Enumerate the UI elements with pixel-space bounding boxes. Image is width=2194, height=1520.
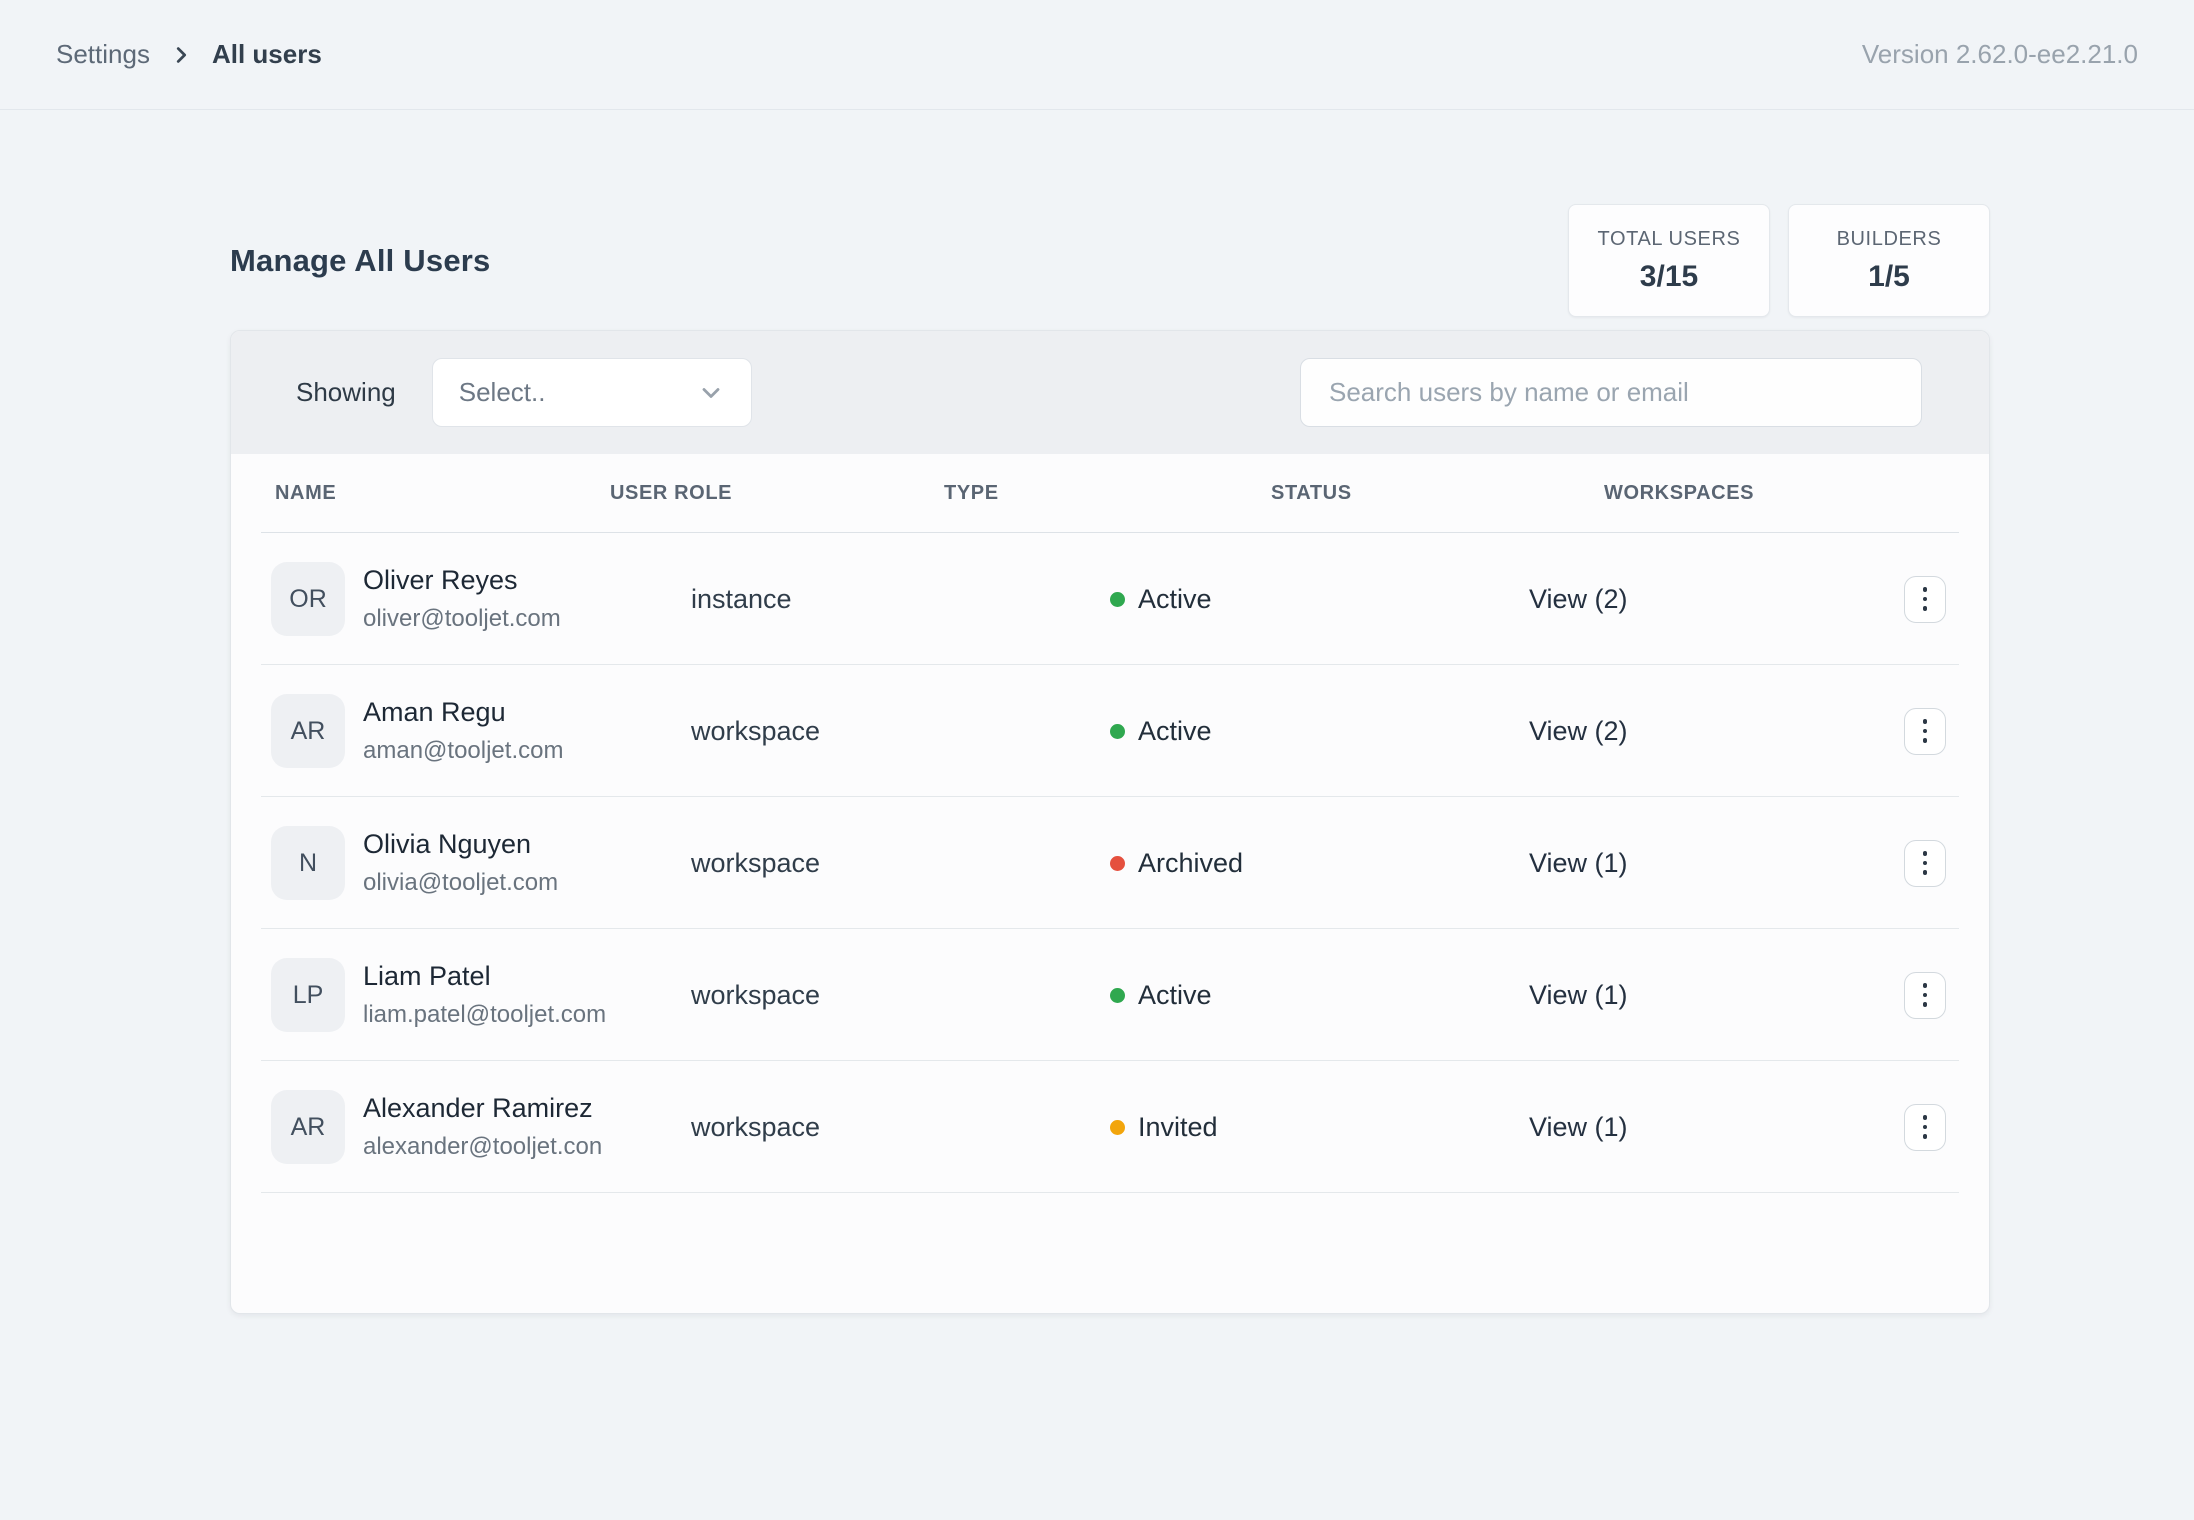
stat-cards: TOTAL USERS 3/15 BUILDERS 1/5	[1568, 204, 1990, 317]
table-header-row: NAME USER ROLE TYPE STATUS WORKSPACES	[231, 454, 1989, 533]
workspaces-view-link[interactable]: View (1)	[1529, 1111, 1628, 1142]
status-filter-value: Select..	[458, 377, 546, 407]
top-bar: Settings All users Version 2.62.0-ee2.21…	[0, 0, 2194, 110]
avatar: OR	[271, 562, 345, 636]
table-row: LP Liam Patel liam.patel@tooljet.com wor…	[231, 929, 1989, 1061]
user-cell: AR Alexander Ramirez alexander@tooljet.c…	[231, 1090, 691, 1164]
chevron-down-icon	[697, 379, 725, 407]
workspaces-view-link[interactable]: View (2)	[1529, 583, 1628, 614]
kebab-icon	[1922, 983, 1928, 988]
status-dot-icon	[1110, 987, 1125, 1003]
actions-cell	[1904, 575, 1989, 623]
user-role: workspace	[691, 847, 821, 878]
row-menu-button[interactable]	[1904, 575, 1946, 623]
actions-cell	[1904, 707, 1989, 755]
user-role: workspace	[691, 979, 821, 1010]
column-header-name: NAME	[275, 482, 337, 504]
table-empty-space	[231, 1193, 1989, 1313]
user-role: workspace	[691, 1111, 821, 1142]
status-label: Active	[1138, 583, 1212, 614]
table-row: AR Aman Regu aman@tooljet.com workspace …	[231, 665, 1989, 797]
search-input[interactable]	[1300, 358, 1922, 427]
status-label: Active	[1138, 979, 1212, 1010]
status-label: Invited	[1138, 1111, 1218, 1142]
user-name: Alexander Ramirez	[363, 1093, 593, 1123]
status-dot-icon	[1110, 723, 1125, 739]
row-menu-button[interactable]	[1904, 839, 1946, 887]
page-header: Manage All Users TOTAL USERS 3/15 BUILDE…	[230, 204, 1990, 317]
actions-cell	[1904, 971, 1989, 1019]
user-cell: AR Aman Regu aman@tooljet.com	[231, 694, 691, 768]
stat-value: 3/15	[1639, 259, 1699, 293]
user-meta: Olivia Nguyen olivia@tooljet.com	[363, 829, 558, 897]
user-email: alexander@tooljet.con	[363, 1133, 603, 1160]
user-role: workspace	[691, 715, 821, 746]
avatar: N	[271, 826, 345, 900]
status-dot-icon	[1110, 1119, 1125, 1135]
column-header-type: TYPE	[944, 482, 999, 504]
user-email: liam.patel@tooljet.com	[363, 1001, 607, 1028]
breadcrumb-chevron-icon	[170, 44, 192, 66]
column-header-status: STATUS	[1271, 482, 1352, 504]
workspaces-view-link[interactable]: View (2)	[1529, 715, 1628, 746]
workspaces-view-link[interactable]: View (1)	[1529, 847, 1628, 878]
user-meta: Liam Patel liam.patel@tooljet.com	[363, 961, 606, 1029]
actions-cell	[1904, 839, 1989, 887]
user-name: Oliver Reyes	[363, 565, 518, 595]
user-cell: LP Liam Patel liam.patel@tooljet.com	[231, 958, 691, 1032]
avatar: LP	[271, 958, 345, 1032]
version-text: Version 2.62.0-ee2.21.0	[1861, 39, 2138, 69]
user-email: oliver@tooljet.com	[363, 605, 561, 632]
avatar: AR	[271, 1090, 345, 1164]
column-header-workspaces: WORKSPACES	[1604, 482, 1755, 504]
kebab-icon	[1922, 719, 1928, 724]
status-badge: Active	[1110, 716, 1529, 747]
users-table-card: Showing Select.. NAME USER ROLE TYPE STA…	[230, 330, 1990, 1314]
kebab-icon	[1922, 851, 1928, 856]
page-title: Manage All Users	[230, 242, 491, 278]
actions-cell	[1904, 1103, 1989, 1151]
kebab-icon	[1922, 1115, 1928, 1120]
status-dot-icon	[1110, 855, 1125, 871]
user-cell: OR Oliver Reyes oliver@tooljet.com	[231, 562, 691, 636]
kebab-icon	[1922, 587, 1928, 592]
table-row: OR Oliver Reyes oliver@tooljet.com insta…	[231, 533, 1989, 665]
showing-label: Showing	[296, 377, 396, 407]
column-header-user-role: USER ROLE	[610, 482, 733, 504]
user-meta: Aman Regu aman@tooljet.com	[363, 697, 563, 765]
status-label: Active	[1138, 715, 1212, 746]
user-email: aman@tooljet.com	[363, 737, 564, 764]
filter-bar: Showing Select..	[231, 331, 1989, 454]
user-name: Aman Regu	[363, 697, 506, 727]
status-badge: Active	[1110, 584, 1529, 615]
status-dot-icon	[1110, 591, 1125, 607]
stat-label: BUILDERS	[1836, 227, 1942, 250]
breadcrumb: Settings All users	[56, 39, 322, 70]
row-menu-button[interactable]	[1904, 1103, 1946, 1151]
row-menu-button[interactable]	[1904, 707, 1946, 755]
user-meta: Alexander Ramirez alexander@tooljet.con	[363, 1093, 602, 1161]
row-menu-button[interactable]	[1904, 971, 1946, 1019]
user-name: Liam Patel	[363, 961, 491, 991]
stat-card-total-users: TOTAL USERS 3/15	[1568, 204, 1770, 317]
stat-card-builders: BUILDERS 1/5	[1788, 204, 1990, 317]
table-row: N Olivia Nguyen olivia@tooljet.com works…	[231, 797, 1989, 929]
status-label: Archived	[1138, 847, 1244, 878]
status-badge: Invited	[1110, 1112, 1529, 1143]
status-badge: Active	[1110, 980, 1529, 1011]
table-row: AR Alexander Ramirez alexander@tooljet.c…	[231, 1061, 1989, 1193]
stat-label: TOTAL USERS	[1597, 227, 1741, 250]
stat-value: 1/5	[1868, 259, 1910, 293]
avatar: AR	[271, 694, 345, 768]
user-meta: Oliver Reyes oliver@tooljet.com	[363, 565, 561, 633]
status-badge: Archived	[1110, 848, 1529, 879]
user-email: olivia@tooljet.com	[363, 869, 559, 896]
user-name: Olivia Nguyen	[363, 829, 532, 859]
status-filter-select[interactable]: Select..	[431, 358, 752, 427]
workspaces-view-link[interactable]: View (1)	[1529, 979, 1628, 1010]
user-role: instance	[691, 583, 792, 614]
user-cell: N Olivia Nguyen olivia@tooljet.com	[231, 826, 691, 900]
breadcrumb-settings-link[interactable]: Settings	[56, 39, 150, 69]
breadcrumb-current-page: All users	[211, 39, 322, 69]
